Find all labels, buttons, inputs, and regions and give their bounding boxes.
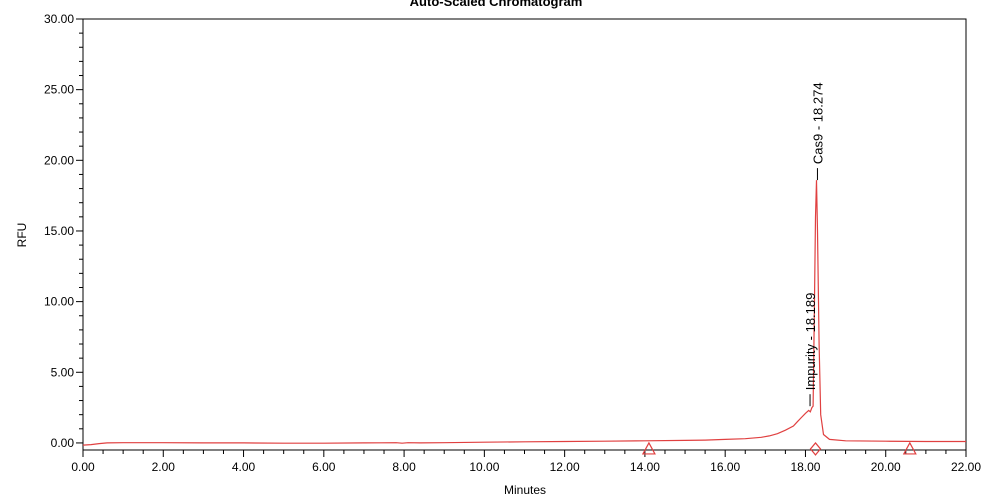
y-tick-label: 30.00	[44, 12, 74, 26]
peak-label: Impurity - 18.189	[803, 293, 818, 391]
x-tick-label: 0.00	[71, 460, 95, 474]
baseline-markers	[641, 441, 917, 456]
peak-annotations: Cas9 - 18.274 Impurity - 18.189	[803, 82, 825, 407]
y-tick-label: 0.00	[51, 436, 75, 450]
x-tick-label: 22.00	[951, 460, 981, 474]
chart-title: Auto-Scaled Chromatogram	[410, 0, 583, 9]
x-axis-ticks: 0.00 2.00 4.00 6.00 8.00 10.00 12.00 14.00 16.00…	[71, 450, 981, 474]
y-tick-label: 20.00	[44, 153, 74, 167]
x-tick-label: 4.00	[232, 460, 256, 474]
baseline-marker-triangle	[641, 441, 656, 455]
y-axis-ticks: 0.00 5.00 10.00 15.00 20.00 25.00 30.00	[44, 12, 83, 450]
series-layer	[82, 180, 966, 446]
x-tick-label: 16.00	[710, 460, 740, 474]
plot-frame	[82, 18, 967, 451]
chromatogram-trace	[82, 180, 966, 446]
baseline-marker-diamond	[809, 441, 822, 456]
x-tick-label: 18.00	[790, 460, 820, 474]
peak-label: Cas9 - 18.274	[810, 82, 825, 164]
x-tick-label: 6.00	[312, 460, 336, 474]
x-tick-label: 10.00	[469, 460, 499, 474]
baseline-marker-triangle	[902, 441, 917, 455]
y-tick-label: 10.00	[44, 295, 74, 309]
x-tick-label: 2.00	[152, 460, 176, 474]
x-tick-label: 8.00	[392, 460, 416, 474]
x-tick-label: 20.00	[871, 460, 901, 474]
x-axis-label: Minutes	[504, 483, 546, 496]
y-tick-label: 15.00	[44, 224, 74, 238]
x-tick-label: 12.00	[550, 460, 580, 474]
y-axis-label: RFU	[15, 223, 29, 248]
y-tick-label: 5.00	[51, 365, 75, 379]
x-tick-label: 14.00	[630, 460, 660, 474]
y-tick-label: 25.00	[44, 83, 74, 97]
